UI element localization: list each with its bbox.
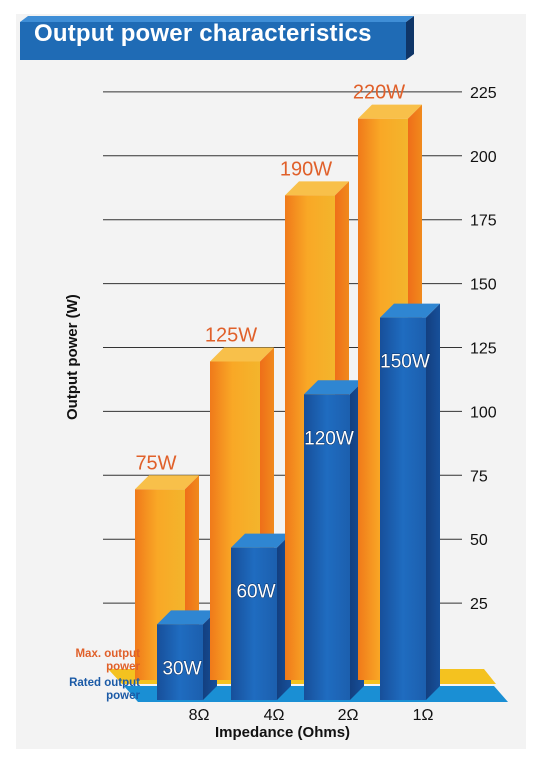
x-tick-label-1: 4Ω [264, 707, 285, 724]
rated-bar-2-top [304, 380, 364, 395]
max-value-label-3: 220W [353, 82, 405, 104]
rated-value-label-0: 30W [162, 658, 201, 679]
bars [135, 104, 440, 700]
y-axis-label: Output power (W) [64, 294, 81, 420]
title-banner-bg [20, 16, 414, 60]
y-tick-label-200: 200 [470, 149, 497, 166]
legend-max-line2: power [106, 661, 140, 673]
legend-max-output: Max. output power [16, 648, 140, 674]
x-tick-label-0: 8Ω [189, 707, 210, 724]
rated-value-label-2: 120W [304, 428, 354, 449]
x-tick-label-3: 1Ω [413, 707, 434, 724]
rated-value-label-3: 150W [380, 352, 430, 373]
rated-bar-3 [380, 303, 440, 700]
chart-title: Output power characteristics [34, 20, 372, 47]
y-tick-label-125: 125 [470, 341, 497, 358]
y-tick-label-150: 150 [470, 277, 497, 294]
x-tick-label-2: 2Ω [338, 707, 359, 724]
y-tick-label-175: 175 [470, 213, 497, 230]
rated-bar-3-side [426, 303, 440, 700]
x-axis-label: Impedance (Ohms) [215, 724, 351, 741]
y-tick-label-225: 225 [470, 85, 497, 102]
max-bar-3-top [358, 104, 422, 119]
max-bar-2-top [285, 181, 349, 196]
rated-bar-2-front [304, 394, 350, 700]
x-ticks: 8Ω 4Ω 2Ω 1Ω [189, 707, 434, 724]
rated-bar-1-front [231, 547, 277, 700]
rated-bar-1-top [231, 533, 291, 548]
y-tick-label-50: 50 [470, 532, 488, 549]
y-tick-label-75: 75 [470, 468, 488, 485]
rated-value-label-1: 60W [236, 582, 275, 603]
y-tick-label-100: 100 [470, 404, 497, 421]
rated-bar-0 [157, 610, 217, 700]
max-bar-0-top [135, 475, 199, 490]
max-value-label-1: 125W [205, 325, 257, 347]
legend-max-line1: Max. output [75, 648, 140, 660]
legend-rated-line1: Rated output [69, 677, 140, 689]
y-tick-label-25: 25 [470, 596, 488, 613]
rated-bar-1 [231, 533, 291, 700]
rated-bar-0-top [157, 610, 217, 625]
rated-bar-3-top [380, 303, 440, 318]
data-labels: 75W 30W 125W 60W 190W 120W 220W 150W [135, 82, 430, 680]
max-value-label-0: 75W [135, 452, 176, 474]
rated-bar-0-front [157, 624, 203, 700]
max-value-label-2: 190W [280, 158, 332, 180]
y-ticks: 25 50 75 100 125 150 175 200 225 [470, 85, 497, 613]
max-bar-1-top [210, 347, 274, 362]
legend-rated-line2: power [106, 690, 140, 702]
legend-rated-output: Rated output power [16, 677, 140, 703]
rated-bar-3-front [380, 317, 426, 700]
